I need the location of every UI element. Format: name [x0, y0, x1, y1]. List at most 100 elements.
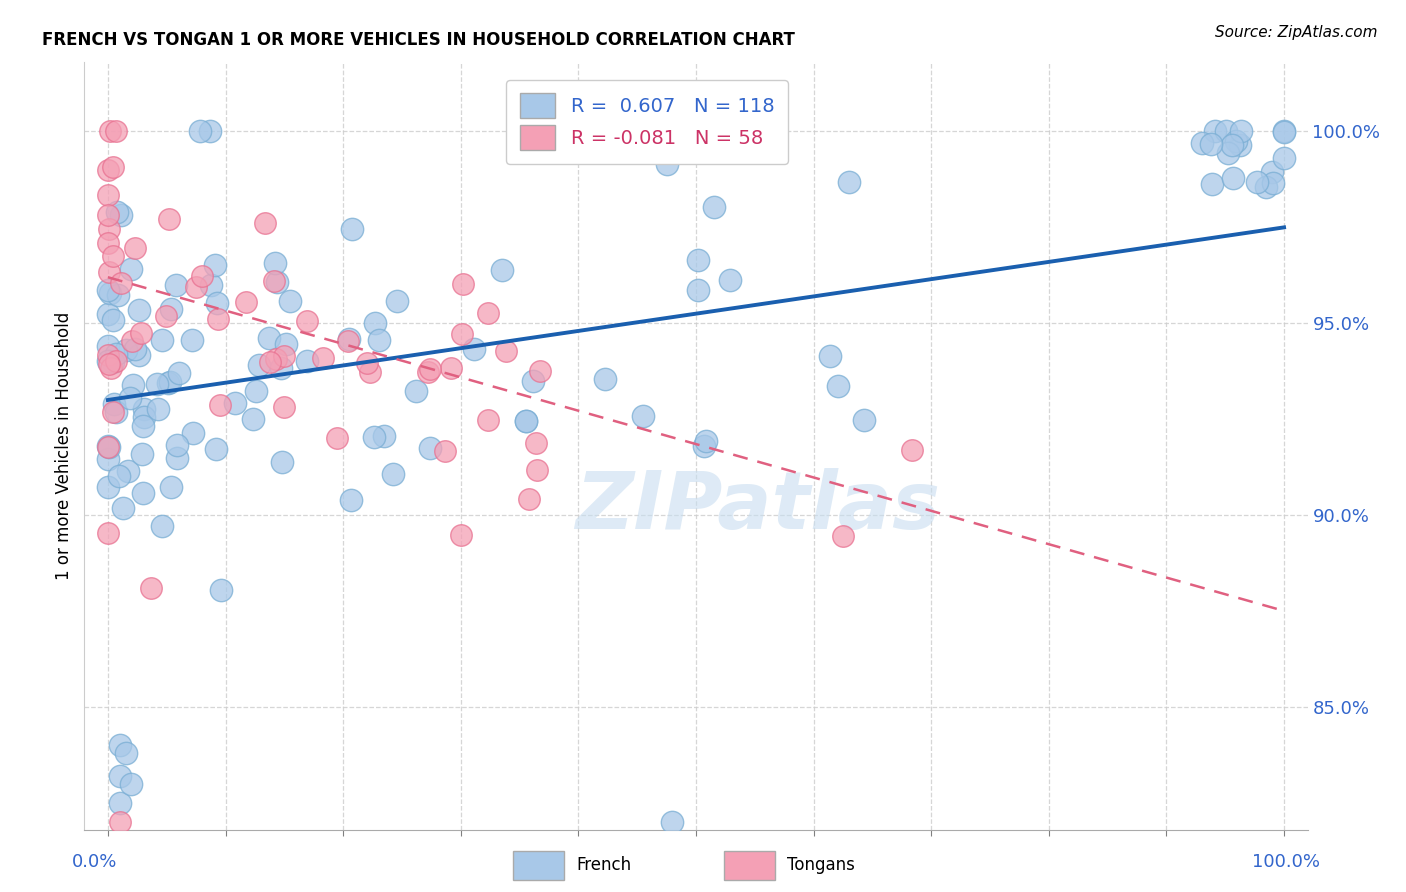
Point	[1220, 138, 1243, 153]
Point	[266, 275, 288, 289]
Point	[264, 255, 287, 269]
Point	[416, 365, 439, 379]
Point	[247, 358, 270, 372]
Y-axis label: 1 or more Vehicles in Household: 1 or more Vehicles in Household	[55, 312, 73, 580]
Point	[120, 776, 142, 790]
Point	[200, 277, 222, 292]
Point	[631, 409, 654, 423]
Point	[657, 157, 679, 171]
Point	[207, 296, 229, 310]
Point	[132, 409, 155, 424]
Point	[103, 397, 125, 411]
Point	[97, 339, 120, 353]
Point	[242, 411, 264, 425]
Point	[515, 414, 537, 428]
Point	[695, 434, 717, 449]
Text: Source: ZipAtlas.com: Source: ZipAtlas.com	[1215, 25, 1378, 40]
Point	[259, 355, 281, 369]
Point	[325, 431, 347, 445]
Point	[270, 361, 292, 376]
Point	[1191, 136, 1213, 150]
Point	[263, 274, 285, 288]
Point	[97, 283, 120, 297]
Point	[495, 343, 517, 358]
Point	[146, 401, 169, 416]
Legend: R =  0.607   N = 118, R = -0.081   N = 58: R = 0.607 N = 118, R = -0.081 N = 58	[506, 79, 787, 164]
Point	[1272, 125, 1295, 139]
Point	[150, 518, 173, 533]
Point	[97, 441, 120, 455]
Point	[114, 746, 136, 760]
Point	[117, 464, 139, 478]
Point	[257, 331, 280, 345]
Point	[108, 769, 131, 783]
Point	[1272, 124, 1295, 138]
Point	[198, 124, 221, 138]
Point	[120, 262, 142, 277]
Point	[124, 241, 146, 255]
Point	[128, 302, 150, 317]
Point	[831, 529, 853, 543]
Point	[359, 365, 381, 379]
Point	[103, 312, 125, 326]
Point	[97, 480, 120, 494]
Point	[340, 493, 363, 508]
Point	[204, 258, 226, 272]
Point	[385, 294, 408, 309]
Point	[110, 276, 132, 290]
Point	[273, 349, 295, 363]
Point	[526, 463, 548, 477]
Point	[405, 384, 427, 399]
Point	[97, 235, 120, 250]
Point	[295, 314, 318, 328]
Point	[274, 336, 297, 351]
Point	[1222, 171, 1244, 186]
Point	[718, 272, 741, 286]
Point	[157, 211, 180, 226]
Point	[141, 581, 163, 595]
Point	[97, 451, 120, 466]
Point	[450, 527, 472, 541]
Point	[101, 160, 124, 174]
Text: Tongans: Tongans	[787, 856, 855, 874]
Point	[104, 124, 127, 138]
Point	[1261, 165, 1284, 179]
Point	[364, 316, 387, 330]
Point	[110, 208, 132, 222]
Point	[477, 413, 499, 427]
Point	[686, 284, 709, 298]
Point	[295, 354, 318, 368]
Text: FRENCH VS TONGAN 1 OR MORE VEHICLES IN HOUSEHOLD CORRELATION CHART: FRENCH VS TONGAN 1 OR MORE VEHICLES IN H…	[42, 31, 794, 49]
Point	[181, 425, 204, 440]
Point	[264, 352, 287, 367]
Point	[419, 442, 441, 456]
FancyBboxPatch shape	[724, 851, 775, 880]
Point	[97, 162, 120, 177]
Point	[477, 306, 499, 320]
Point	[101, 355, 124, 369]
Point	[235, 294, 257, 309]
Point	[145, 376, 167, 391]
Point	[108, 468, 131, 483]
Point	[121, 334, 143, 348]
Point	[373, 429, 395, 443]
Point	[1204, 124, 1226, 138]
Point	[118, 391, 141, 405]
Point	[97, 357, 120, 371]
Point	[155, 310, 177, 324]
Point	[190, 268, 212, 283]
Point	[207, 312, 229, 326]
Point	[1229, 138, 1251, 153]
Point	[160, 479, 183, 493]
Point	[853, 413, 876, 427]
Point	[827, 379, 849, 393]
Point	[122, 378, 145, 392]
Point	[273, 401, 295, 415]
Point	[165, 278, 187, 293]
Point	[451, 277, 474, 292]
Point	[271, 455, 294, 469]
Point	[132, 418, 155, 433]
Point	[339, 333, 361, 347]
Point	[1216, 146, 1239, 161]
Point	[901, 443, 924, 458]
